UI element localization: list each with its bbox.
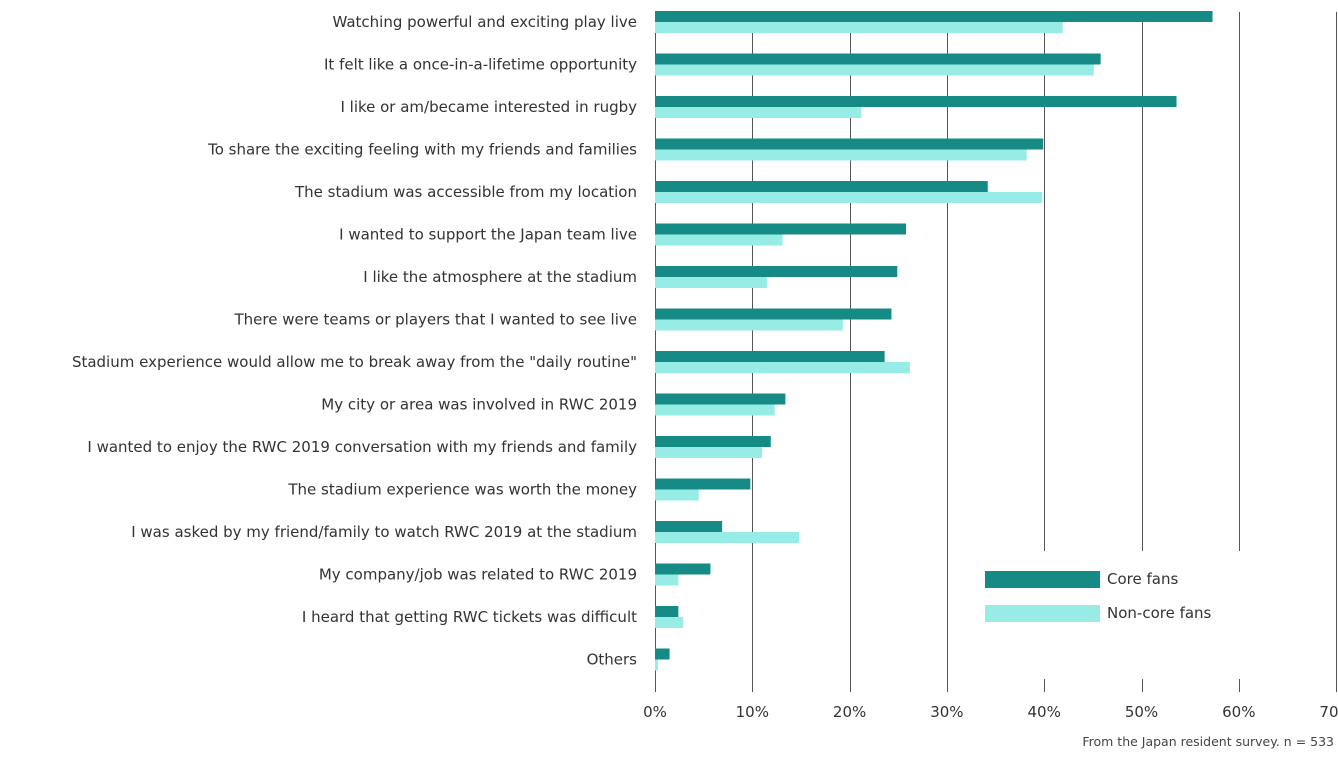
x-tick-label: 10% (736, 703, 769, 721)
category-label: My company/job was related to RWC 2019 (319, 566, 637, 584)
core-fans-bar (655, 478, 751, 490)
x-tick-label: 0% (643, 703, 667, 721)
core-fans-bar (655, 563, 711, 575)
x-tick-label: 30% (930, 703, 963, 721)
x-tick-label: 50% (1125, 703, 1158, 721)
core-fans-bar (655, 648, 670, 660)
non-core-fans-bar (655, 192, 1043, 203)
non-core-fans-bar (655, 234, 783, 246)
category-label: My city or area was involved in RWC 2019 (321, 396, 637, 414)
legend-swatch (985, 571, 1100, 588)
non-core-fans-bar (655, 574, 679, 586)
x-tick-label: 20% (833, 703, 866, 721)
x-tick-label: 60% (1222, 703, 1255, 721)
bars (655, 11, 1213, 671)
legend-swatch (985, 605, 1100, 622)
non-core-fans-bar (655, 532, 800, 543)
category-label: I was asked by my friend/family to watch… (131, 523, 637, 541)
category-label: I heard that getting RWC tickets was dif… (302, 608, 637, 626)
category-labels: Watching powerful and exciting play live… (72, 13, 637, 669)
core-fans-bar (655, 521, 723, 532)
legend: Core fans Non-core fans (960, 551, 1332, 679)
non-core-fans-bar (655, 362, 910, 373)
x-tick-label: 40% (1028, 703, 1061, 721)
category-label: There were teams or players that I wante… (233, 311, 637, 329)
category-label: The stadium was accessible from my locat… (294, 183, 637, 201)
core-fans-bar (655, 53, 1101, 65)
category-label: The stadium experience was worth the mon… (287, 481, 637, 499)
category-label: I like or am/became interested in rugby (340, 98, 637, 116)
source-note: From the Japan resident survey. n = 533 (1082, 734, 1334, 749)
non-core-fans-bar (655, 617, 684, 628)
core-fans-bar (655, 11, 1213, 22)
x-tick-label: 70% (1319, 703, 1338, 721)
core-fans-bar (655, 308, 892, 320)
non-core-fans-bar (655, 22, 1063, 33)
core-fans-bar (655, 606, 679, 617)
non-core-fans-bar (655, 404, 775, 416)
non-core-fans-bar (655, 107, 862, 118)
core-fans-bar (655, 96, 1177, 107)
category-label: I wanted to support the Japan team live (339, 226, 637, 244)
core-fans-bar (655, 181, 988, 192)
core-fans-bar (655, 393, 786, 405)
non-core-fans-bar (655, 277, 767, 288)
x-axis-tick-labels: 0% 10% 20% 30% 40% 50% 60% 70% (643, 703, 1338, 721)
non-core-fans-bar (655, 447, 763, 458)
non-core-fans-bar (655, 659, 658, 671)
core-fans-bar (655, 351, 885, 362)
non-core-fans-bar (655, 149, 1027, 161)
category-label: It felt like a once-in-a-lifetime opport… (324, 56, 637, 74)
category-label: Stadium experience would allow me to bre… (72, 353, 637, 371)
legend-label: Non-core fans (1107, 604, 1212, 622)
non-core-fans-bar (655, 489, 699, 501)
non-core-fans-bar (655, 64, 1094, 76)
category-label: To share the exciting feeling with my fr… (207, 141, 637, 159)
category-label: I wanted to enjoy the RWC 2019 conversat… (87, 438, 637, 456)
core-fans-bar (655, 138, 1044, 150)
core-fans-bar (655, 436, 771, 447)
legend-label: Core fans (1107, 570, 1178, 588)
core-fans-bar (655, 266, 898, 277)
category-label: I like the atmosphere at the stadium (363, 268, 637, 286)
core-fans-bar (655, 223, 907, 235)
category-label: Others (587, 651, 638, 669)
category-label: Watching powerful and exciting play live (332, 13, 637, 31)
non-core-fans-bar (655, 319, 843, 331)
